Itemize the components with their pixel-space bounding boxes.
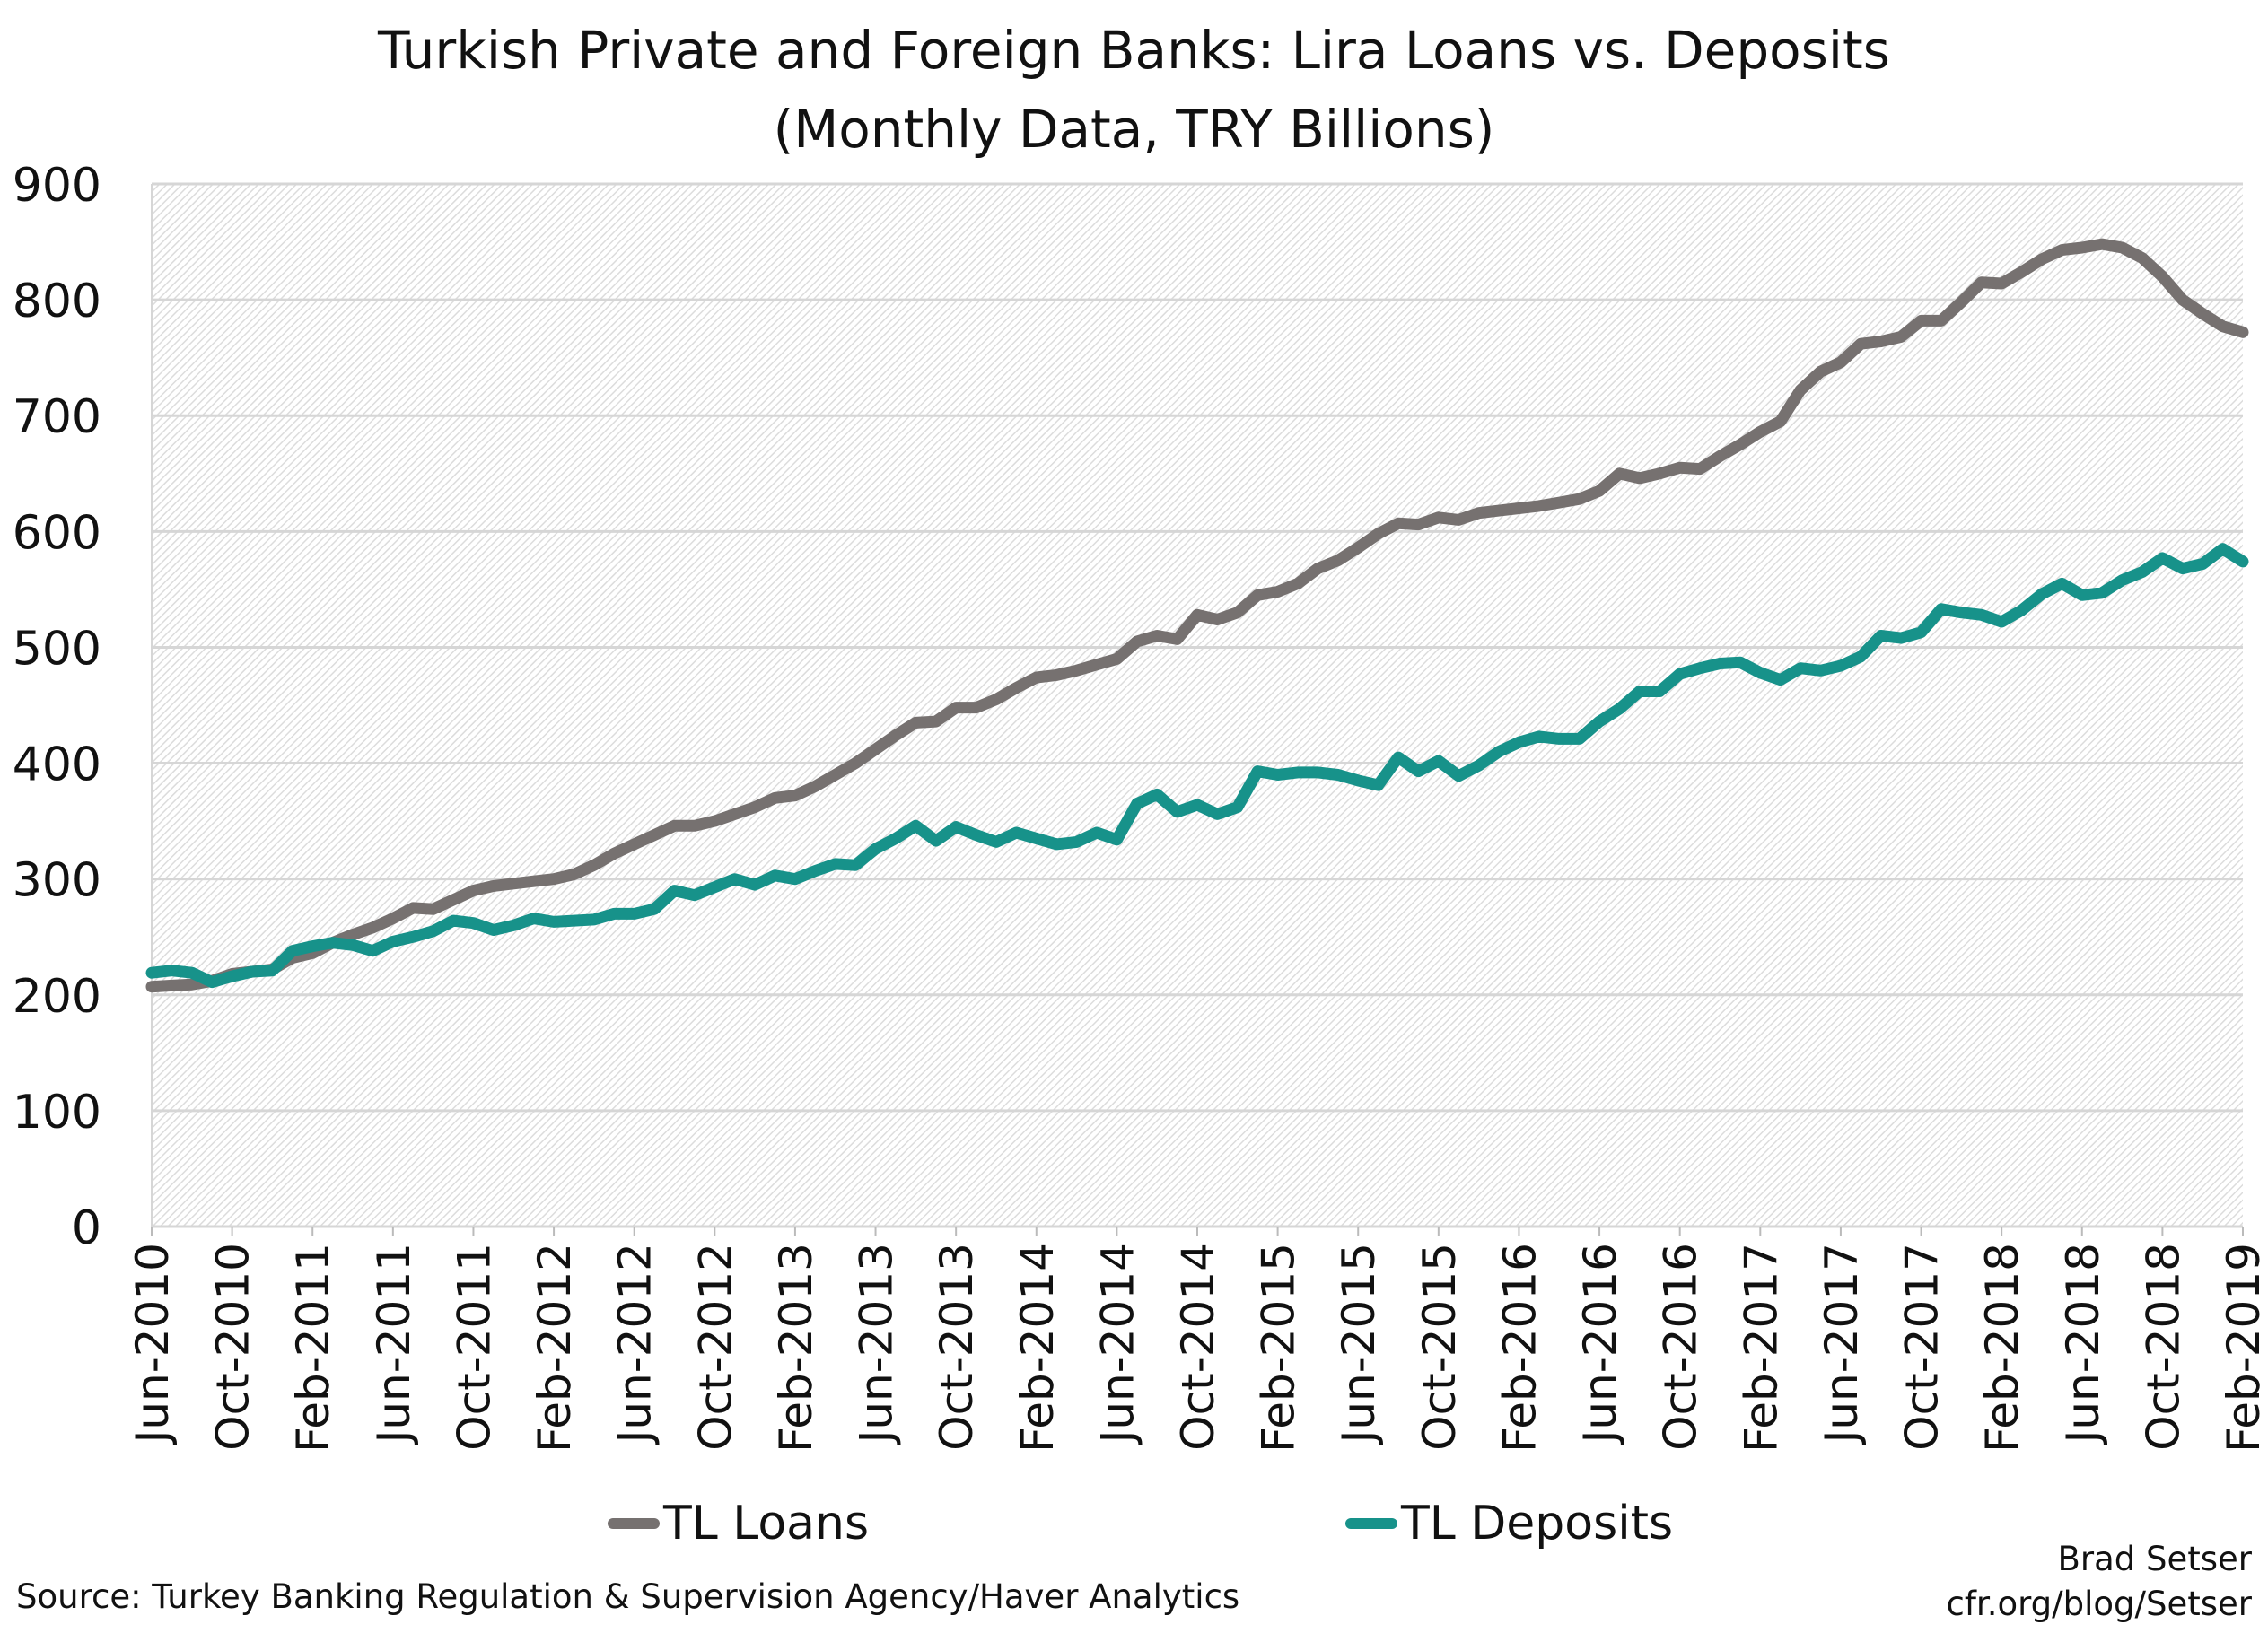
x-tick-label: Jun-2018	[2057, 1243, 2109, 1445]
x-tick-label: Jun-2015	[1333, 1243, 1385, 1445]
legend-swatch-deposits	[1345, 1518, 1397, 1529]
y-tick-label: 700	[13, 390, 101, 444]
x-tick-label: Jun-2011	[368, 1243, 420, 1445]
chart-subtitle: (Monthly Data, TRY Billions)	[773, 99, 1495, 160]
legend-item-loans: TL Loans	[608, 1497, 869, 1550]
y-tick-label: 800	[13, 275, 101, 328]
x-tick-label: Jun-2017	[1816, 1243, 1868, 1445]
x-tick-label: Jun-2014	[1091, 1243, 1143, 1445]
x-tick-label: Feb-2013	[770, 1243, 822, 1453]
y-tick-label: 600	[13, 506, 101, 560]
x-tick-label: Oct-2017	[1896, 1243, 1948, 1451]
x-tick-label: Oct-2016	[1655, 1243, 1707, 1451]
x-tick-label: Feb-2012	[529, 1243, 581, 1453]
x-tick-label: Oct-2013	[931, 1243, 983, 1451]
x-tick-label: Oct-2012	[689, 1243, 741, 1451]
site-credit: cfr.org/blog/Setser	[1946, 1585, 2252, 1623]
x-tick-label: Jun-2016	[1574, 1243, 1626, 1445]
source-note: Source: Turkey Banking Regulation & Supe…	[16, 1577, 1240, 1616]
x-tick-label: Oct-2018	[2137, 1243, 2189, 1451]
legend-item-deposits: TL Deposits	[1345, 1497, 1673, 1550]
series-line-deposits	[145, 543, 2249, 989]
y-tick-label: 900	[13, 159, 101, 213]
series-line-loans	[145, 238, 2249, 993]
plot-area	[152, 184, 2243, 1227]
legend-label-deposits: TL Deposits	[1401, 1497, 1674, 1550]
y-tick-label: 300	[13, 854, 101, 908]
author-credit: Brad Setser	[2057, 1540, 2252, 1578]
x-tick-label: Jun-2012	[609, 1243, 661, 1445]
x-tick-label: Feb-2014	[1011, 1243, 1064, 1453]
x-tick-label: Jun-2013	[851, 1243, 903, 1445]
x-tick-label: Feb-2017	[1735, 1243, 1787, 1453]
y-tick-label: 500	[13, 622, 101, 676]
x-tick-label: Jun-2010	[127, 1243, 179, 1445]
x-tick-label: Feb-2016	[1493, 1243, 1546, 1453]
x-tick-label: Feb-2019	[2218, 1243, 2268, 1453]
x-tick-label: Oct-2014	[1172, 1243, 1224, 1451]
y-tick-label: 200	[13, 970, 101, 1024]
y-tick-label: 0	[72, 1201, 101, 1255]
legend-label-loans: TL Loans	[663, 1497, 870, 1550]
legend-swatch-loans	[608, 1518, 660, 1529]
x-tick-label: Oct-2015	[1414, 1243, 1466, 1451]
x-tick-label: Feb-2015	[1253, 1243, 1305, 1453]
y-tick-label: 400	[13, 738, 101, 792]
line-chart: 0 100 200 300 400 500 600 700 800 900 Jun-2010 Oct-…	[13, 159, 2268, 1453]
y-tick-label: 100	[13, 1086, 101, 1140]
x-tick-label: Feb-2011	[287, 1243, 339, 1453]
x-tick-label: Oct-2011	[448, 1243, 500, 1451]
x-tick-label: Feb-2018	[1976, 1243, 2028, 1453]
x-tick-label: Oct-2010	[207, 1243, 259, 1451]
chart-title: Turkish Private and Foreign Banks: Lira …	[378, 20, 1890, 81]
